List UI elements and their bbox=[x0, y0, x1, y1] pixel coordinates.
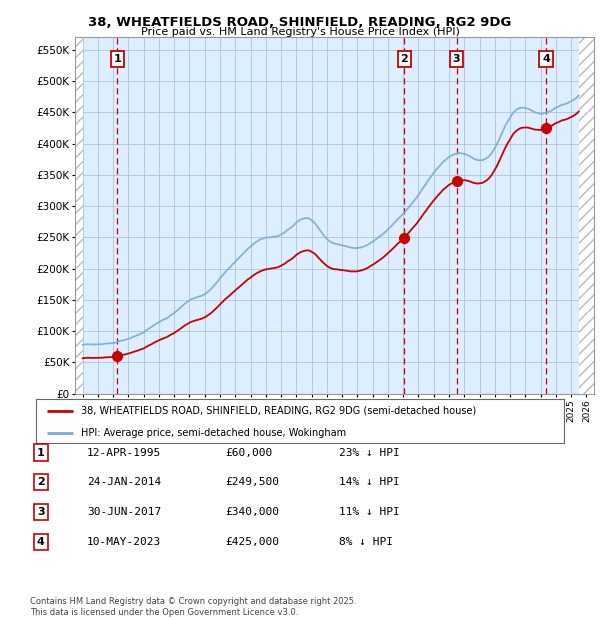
Text: 4: 4 bbox=[542, 54, 550, 64]
Bar bbox=[579, 37, 594, 394]
Text: 24-JAN-2014: 24-JAN-2014 bbox=[87, 477, 161, 487]
Text: 3: 3 bbox=[453, 54, 460, 64]
Text: 12-APR-1995: 12-APR-1995 bbox=[87, 448, 161, 458]
Bar bbox=[75, 37, 83, 394]
Text: £425,000: £425,000 bbox=[225, 537, 279, 547]
Text: 14% ↓ HPI: 14% ↓ HPI bbox=[339, 477, 400, 487]
Text: 1: 1 bbox=[113, 54, 121, 64]
Text: Contains HM Land Registry data © Crown copyright and database right 2025.
This d: Contains HM Land Registry data © Crown c… bbox=[30, 598, 356, 617]
Text: 38, WHEATFIELDS ROAD, SHINFIELD, READING, RG2 9DG: 38, WHEATFIELDS ROAD, SHINFIELD, READING… bbox=[88, 16, 512, 29]
Text: 23% ↓ HPI: 23% ↓ HPI bbox=[339, 448, 400, 458]
Text: £60,000: £60,000 bbox=[225, 448, 272, 458]
Text: 11% ↓ HPI: 11% ↓ HPI bbox=[339, 507, 400, 517]
Text: 10-MAY-2023: 10-MAY-2023 bbox=[87, 537, 161, 547]
Text: 8% ↓ HPI: 8% ↓ HPI bbox=[339, 537, 393, 547]
Text: 2: 2 bbox=[37, 477, 44, 487]
Text: 30-JUN-2017: 30-JUN-2017 bbox=[87, 507, 161, 517]
Text: Price paid vs. HM Land Registry's House Price Index (HPI): Price paid vs. HM Land Registry's House … bbox=[140, 27, 460, 37]
Text: 1: 1 bbox=[37, 448, 44, 458]
Text: 2: 2 bbox=[400, 54, 408, 64]
Text: £340,000: £340,000 bbox=[225, 507, 279, 517]
Text: 38, WHEATFIELDS ROAD, SHINFIELD, READING, RG2 9DG (semi-detached house): 38, WHEATFIELDS ROAD, SHINFIELD, READING… bbox=[81, 405, 476, 416]
Text: 4: 4 bbox=[37, 537, 45, 547]
Text: 3: 3 bbox=[37, 507, 44, 517]
Text: £249,500: £249,500 bbox=[225, 477, 279, 487]
Text: HPI: Average price, semi-detached house, Wokingham: HPI: Average price, semi-detached house,… bbox=[81, 428, 346, 438]
